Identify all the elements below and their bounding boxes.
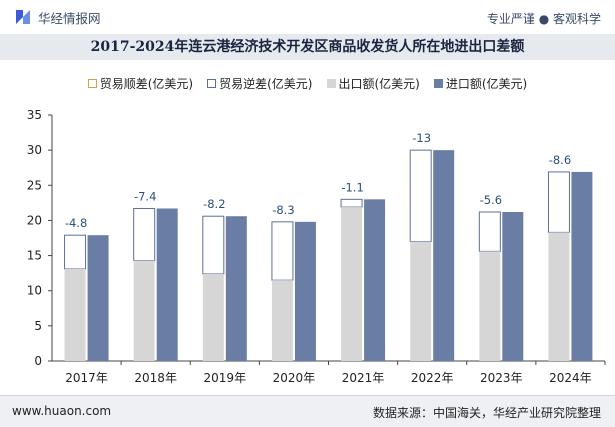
- legend-item-import: 进口额(亿美元): [433, 75, 528, 92]
- difference-label: -8.3: [272, 203, 294, 217]
- footer-divider: [0, 395, 615, 396]
- export-bar: [479, 251, 501, 361]
- bar-chart: 0 5 10 15 20 25 30 35 -4.8 2017年 -7.4 2018年 -8.2 2019…: [27, 108, 606, 385]
- difference-label: -8.2: [203, 197, 225, 211]
- import-bar: [294, 221, 316, 361]
- export-bar: [548, 232, 570, 361]
- export-bar: [410, 241, 432, 361]
- title-bar: 2017-2024年连云港经济技术开发区商品收发货人所在地进出口差额: [0, 34, 615, 60]
- import-bar: [571, 171, 593, 361]
- y-tick-label: 5: [34, 319, 42, 333]
- chart-legend: 贸易顺差(亿美元) 贸易逆差(亿美元) 出口额(亿美元) 进口额(亿美元): [0, 74, 615, 92]
- export-bar: [271, 280, 293, 361]
- footer: www.huaon.com 数据来源：中国海关，华经产业研究院整理: [0, 396, 615, 427]
- export-bar: [133, 260, 155, 361]
- deficit-bar: [340, 198, 363, 208]
- deficit-bar: [133, 207, 156, 261]
- legend-swatch-export: [326, 78, 336, 88]
- deficit-bar: [64, 234, 87, 270]
- x-tick-label: 2024年: [549, 371, 592, 385]
- y-tick-label: 20: [27, 213, 42, 227]
- deficit-bar: [409, 149, 432, 243]
- website-link[interactable]: www.huaon.com: [12, 404, 112, 418]
- import-bar: [225, 216, 247, 361]
- top-bar: 华经情报网 专业严谨 ● 客观科学: [0, 0, 615, 34]
- deficit-bar: [271, 221, 294, 281]
- export-bar: [341, 207, 363, 361]
- huajing-logo-icon: [16, 10, 30, 24]
- difference-label: -1.1: [341, 180, 363, 194]
- difference-label: -4.8: [65, 216, 87, 230]
- x-tick-label: 2021年: [342, 371, 385, 385]
- legend-item-trade-deficit: 贸易逆差(亿美元): [207, 75, 313, 92]
- export-bar: [202, 273, 224, 361]
- legend-swatch-trade-deficit: [207, 78, 217, 88]
- legend-item-export: 出口额(亿美元): [326, 75, 420, 92]
- x-tick-label: 2022年: [411, 371, 454, 385]
- y-tick-label: 10: [27, 284, 42, 298]
- difference-label: -7.4: [134, 189, 156, 203]
- legend-label-trade-surplus: 贸易顺差(亿美元): [99, 76, 194, 91]
- legend-label-export: 出口额(亿美元): [338, 76, 420, 91]
- x-tick-label: 2018年: [134, 371, 177, 385]
- x-tick-label: 2020年: [273, 371, 316, 385]
- import-bar: [87, 235, 109, 361]
- deficit-bar: [547, 171, 570, 233]
- import-bar: [364, 199, 386, 361]
- import-bar: [433, 150, 455, 361]
- import-bar: [502, 211, 524, 361]
- export-bar: [64, 268, 86, 361]
- y-tick-label: 25: [27, 178, 42, 192]
- legend-swatch-trade-surplus: [87, 78, 97, 88]
- legend-item-trade-surplus: 贸易顺差(亿美元): [87, 75, 194, 92]
- brand-logo: 华经情报网: [14, 8, 101, 26]
- brand-name: 华经情报网: [38, 10, 101, 26]
- y-tick-label: 0: [34, 354, 42, 368]
- legend-label-import: 进口额(亿美元): [445, 76, 528, 91]
- data-source: 数据来源：中国海关，华经产业研究院整理: [372, 406, 601, 420]
- deficit-bar: [478, 211, 501, 252]
- difference-label: -8.6: [549, 153, 571, 167]
- y-tick-label: 15: [27, 249, 42, 263]
- legend-label-trade-deficit: 贸易逆差(亿美元): [219, 76, 313, 91]
- y-tick-label: 30: [27, 143, 42, 157]
- deficit-bar: [202, 215, 225, 275]
- x-tick-label: 2023年: [480, 371, 523, 385]
- import-bar: [156, 208, 178, 361]
- y-tick-label: 35: [27, 108, 42, 122]
- chart-title: 2017-2024年连云港经济技术开发区商品收发货人所在地进出口差额: [90, 39, 525, 55]
- difference-label: -5.6: [480, 193, 502, 207]
- x-tick-label: 2019年: [204, 371, 247, 385]
- tagline: 专业严谨 ● 客观科学: [486, 12, 601, 26]
- x-tick-label: 2017年: [65, 371, 108, 385]
- difference-label: -13: [412, 131, 431, 145]
- legend-swatch-import: [433, 78, 443, 88]
